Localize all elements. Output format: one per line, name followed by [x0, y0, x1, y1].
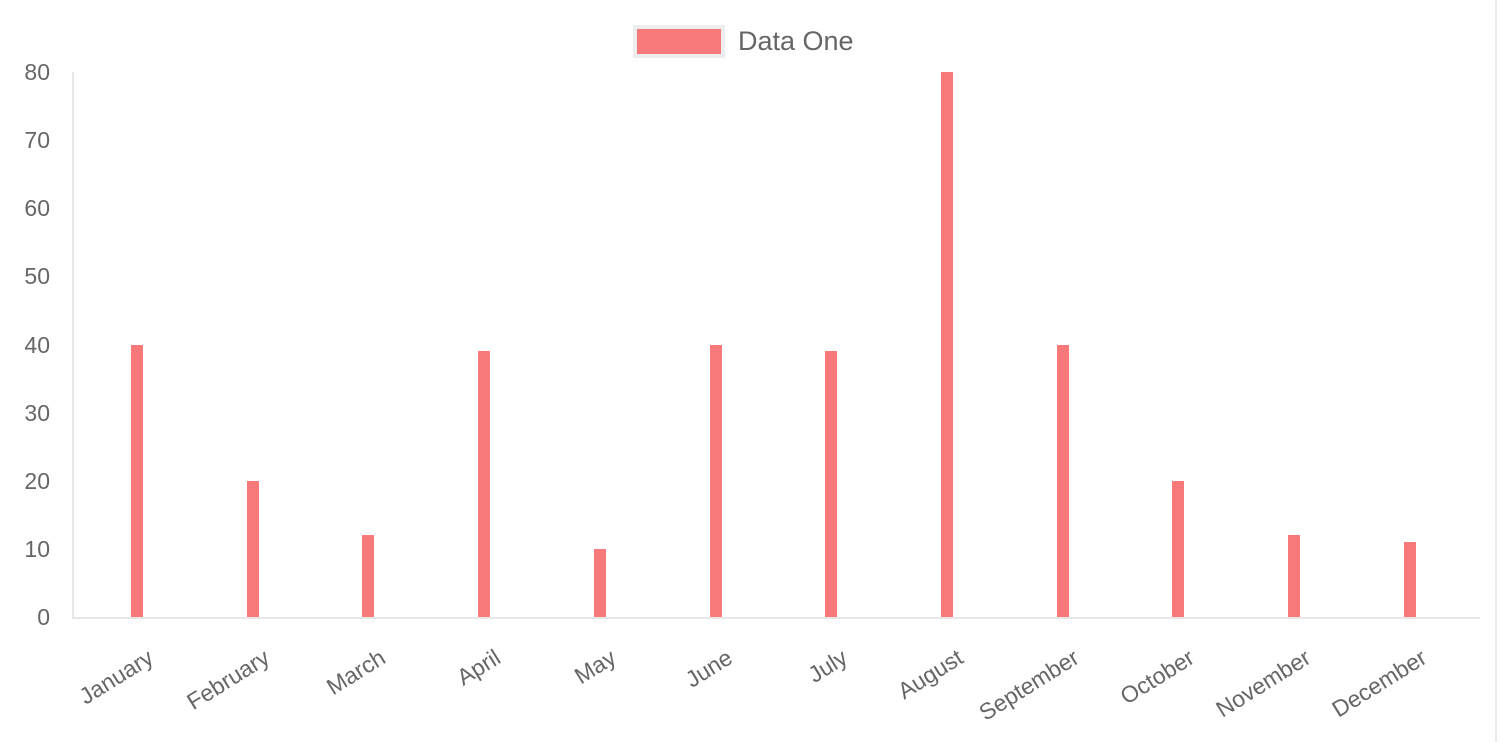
y-tick-label-20: 20: [24, 467, 50, 494]
y-tick-label-0: 0: [37, 604, 50, 630]
legend-label: Data One: [738, 26, 854, 56]
y-axis-line: [72, 72, 74, 617]
legend-swatch: [633, 25, 725, 58]
x-label-april: April: [452, 643, 505, 691]
x-label-march: March: [321, 643, 390, 700]
y-tick-label-70: 70: [24, 127, 50, 154]
y-tick-label-10: 10: [24, 535, 50, 562]
bar-march[interactable]: [362, 535, 375, 617]
x-label-january: January: [74, 643, 158, 710]
x-label-may: May: [570, 643, 621, 690]
bar-june[interactable]: [709, 344, 722, 617]
x-label-february: February: [181, 643, 274, 715]
bar-august[interactable]: [940, 72, 953, 617]
bar-october[interactable]: [1172, 480, 1185, 617]
bar-april[interactable]: [478, 351, 491, 617]
bar-february[interactable]: [246, 480, 259, 617]
bar-january[interactable]: [131, 344, 143, 617]
x-label-september: September: [974, 643, 1084, 726]
x-label-december: December: [1326, 643, 1431, 723]
x-label-july: July: [803, 643, 853, 688]
y-tick-label-60: 60: [24, 195, 50, 222]
bar-may[interactable]: [593, 548, 606, 617]
y-tick-label-50: 50: [24, 263, 50, 290]
x-label-june: June: [680, 643, 737, 693]
bar-september[interactable]: [1056, 344, 1069, 617]
x-label-october: October: [1116, 643, 1200, 710]
right-edge-border: [1495, 0, 1497, 742]
x-label-november: November: [1211, 643, 1315, 723]
bar-december[interactable]: [1403, 542, 1416, 617]
y-tick-label-30: 30: [24, 399, 50, 426]
bar-july[interactable]: [825, 351, 838, 617]
x-axis-line: [72, 617, 1480, 619]
x-label-august: August: [893, 643, 968, 704]
y-tick-label-80: 80: [24, 59, 50, 85]
y-tick-label-40: 40: [24, 331, 50, 358]
bar-november[interactable]: [1288, 535, 1300, 617]
legend-item[interactable]: Data One: [633, 25, 854, 58]
